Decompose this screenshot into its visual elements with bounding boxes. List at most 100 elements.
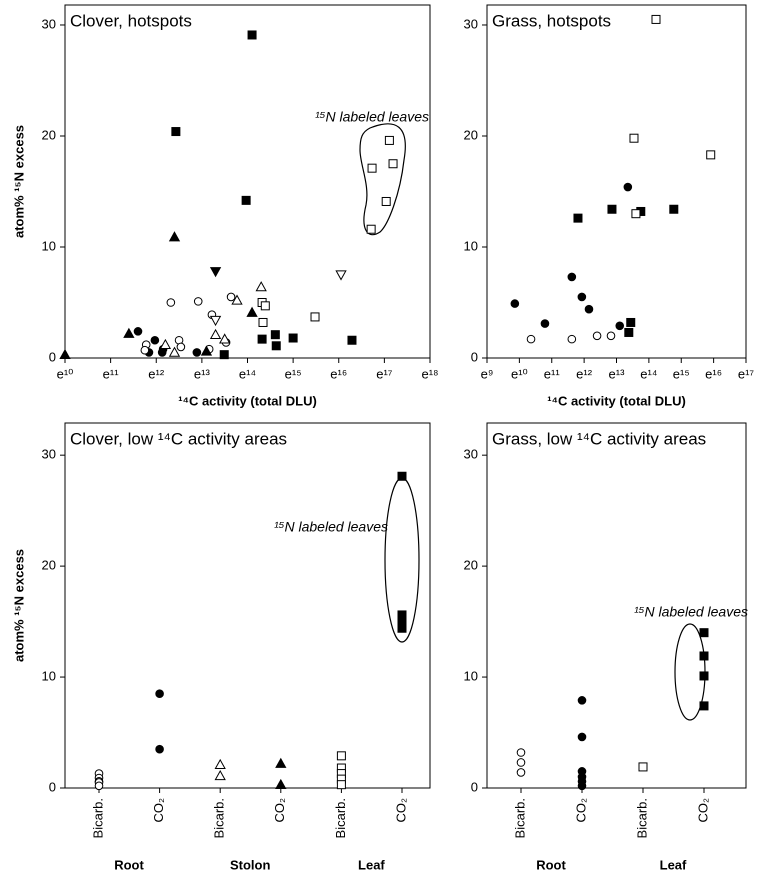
point <box>275 778 287 790</box>
point <box>624 327 634 337</box>
point <box>247 30 257 40</box>
point <box>226 292 236 302</box>
point <box>567 272 577 282</box>
point <box>176 342 186 352</box>
x-axis-label: ¹⁴C activity (total DLU) <box>178 393 317 408</box>
x-tick-label: e¹⁰ <box>511 366 528 381</box>
point <box>258 317 268 327</box>
point <box>577 292 587 302</box>
point <box>209 328 222 340</box>
point <box>255 281 267 292</box>
x-tick-label: e¹³ <box>609 366 626 381</box>
point <box>623 182 633 192</box>
point <box>699 671 709 681</box>
x-tick-label: e¹⁶ <box>705 366 722 381</box>
point <box>171 127 181 137</box>
y-tick-label: 10 <box>42 238 56 253</box>
annotation: ¹⁵N labeled leaves <box>315 109 429 125</box>
x-tick-label: CO₂ <box>573 798 588 823</box>
x-tick-label: Bicarb. <box>634 798 649 838</box>
plot-frame <box>64 4 431 359</box>
y-tick-label: 30 <box>42 447 56 462</box>
y-tick-label: 0 <box>471 349 478 364</box>
point <box>516 748 526 757</box>
point <box>629 133 639 143</box>
point <box>366 224 376 234</box>
y-tick-label: 20 <box>42 127 56 142</box>
point <box>192 348 202 357</box>
point <box>615 321 625 331</box>
y-tick-label: 10 <box>464 668 478 683</box>
x-tick-label: CO₂ <box>393 798 408 823</box>
group-label: Root <box>114 857 144 872</box>
y-tick-label: 20 <box>42 558 56 573</box>
point <box>384 135 394 145</box>
y-tick-label: 0 <box>49 779 56 794</box>
plot-frame <box>64 422 431 789</box>
x-tick-label: e¹⁴ <box>239 366 256 381</box>
point <box>133 327 143 336</box>
x-tick-label: e⁹ <box>481 366 494 381</box>
point <box>219 333 231 344</box>
point <box>214 758 226 770</box>
point <box>669 204 679 214</box>
point <box>699 701 709 711</box>
point <box>168 346 181 357</box>
y-tick-label: 20 <box>464 127 478 142</box>
point <box>209 267 222 278</box>
point <box>607 204 617 214</box>
group-label: Stolon <box>230 857 270 872</box>
annotation: ¹⁵N labeled leaves <box>634 604 748 620</box>
point <box>246 306 258 317</box>
point <box>638 762 648 772</box>
panel-title: Clover, hotspots <box>70 11 192 30</box>
x-tick-label: e¹⁵ <box>285 366 302 381</box>
point <box>271 341 281 351</box>
x-axis-label: ¹⁴C activity (total DLU) <box>547 393 686 408</box>
point <box>367 163 377 173</box>
x-tick-label: e¹⁵ <box>673 366 690 381</box>
point <box>397 623 407 633</box>
point <box>388 159 398 169</box>
point <box>397 471 407 481</box>
point <box>699 651 709 661</box>
y-tick-label: 10 <box>464 238 478 253</box>
x-tick-label: e¹⁸ <box>421 366 438 381</box>
point <box>275 757 287 768</box>
x-tick-label: Bicarb. <box>512 798 527 838</box>
y-tick-label: 0 <box>49 349 56 364</box>
point <box>577 781 587 791</box>
x-tick-label: e¹⁶ <box>330 366 347 381</box>
x-tick-label: e¹² <box>148 366 165 381</box>
point <box>140 345 150 355</box>
point <box>155 744 164 754</box>
point <box>540 319 550 328</box>
x-tick-label: CO₂ <box>272 798 287 823</box>
highlight-outline <box>359 123 406 236</box>
x-tick-label: e¹⁷ <box>738 366 755 381</box>
point <box>209 315 222 327</box>
point <box>59 348 71 360</box>
point <box>219 350 229 360</box>
x-tick-label: e¹¹ <box>544 366 561 381</box>
point <box>193 297 203 306</box>
x-tick-label: CO₂ <box>151 798 166 823</box>
panel-title: Grass, hotspots <box>492 11 611 30</box>
point <box>577 696 587 705</box>
group-label: Leaf <box>660 857 687 872</box>
point <box>166 298 176 307</box>
x-tick-label: Bicarb. <box>90 798 105 838</box>
point <box>150 335 160 345</box>
point <box>516 758 526 767</box>
y-tick-label: 30 <box>464 447 478 462</box>
point <box>526 334 536 344</box>
point <box>699 628 709 638</box>
point <box>651 14 661 24</box>
x-tick-label: e¹² <box>576 366 593 381</box>
point <box>94 781 104 791</box>
point <box>706 150 716 160</box>
point <box>606 331 616 341</box>
panel-title: Grass, low ¹⁴C activity areas <box>492 429 706 448</box>
point <box>381 196 391 206</box>
point <box>214 769 226 781</box>
